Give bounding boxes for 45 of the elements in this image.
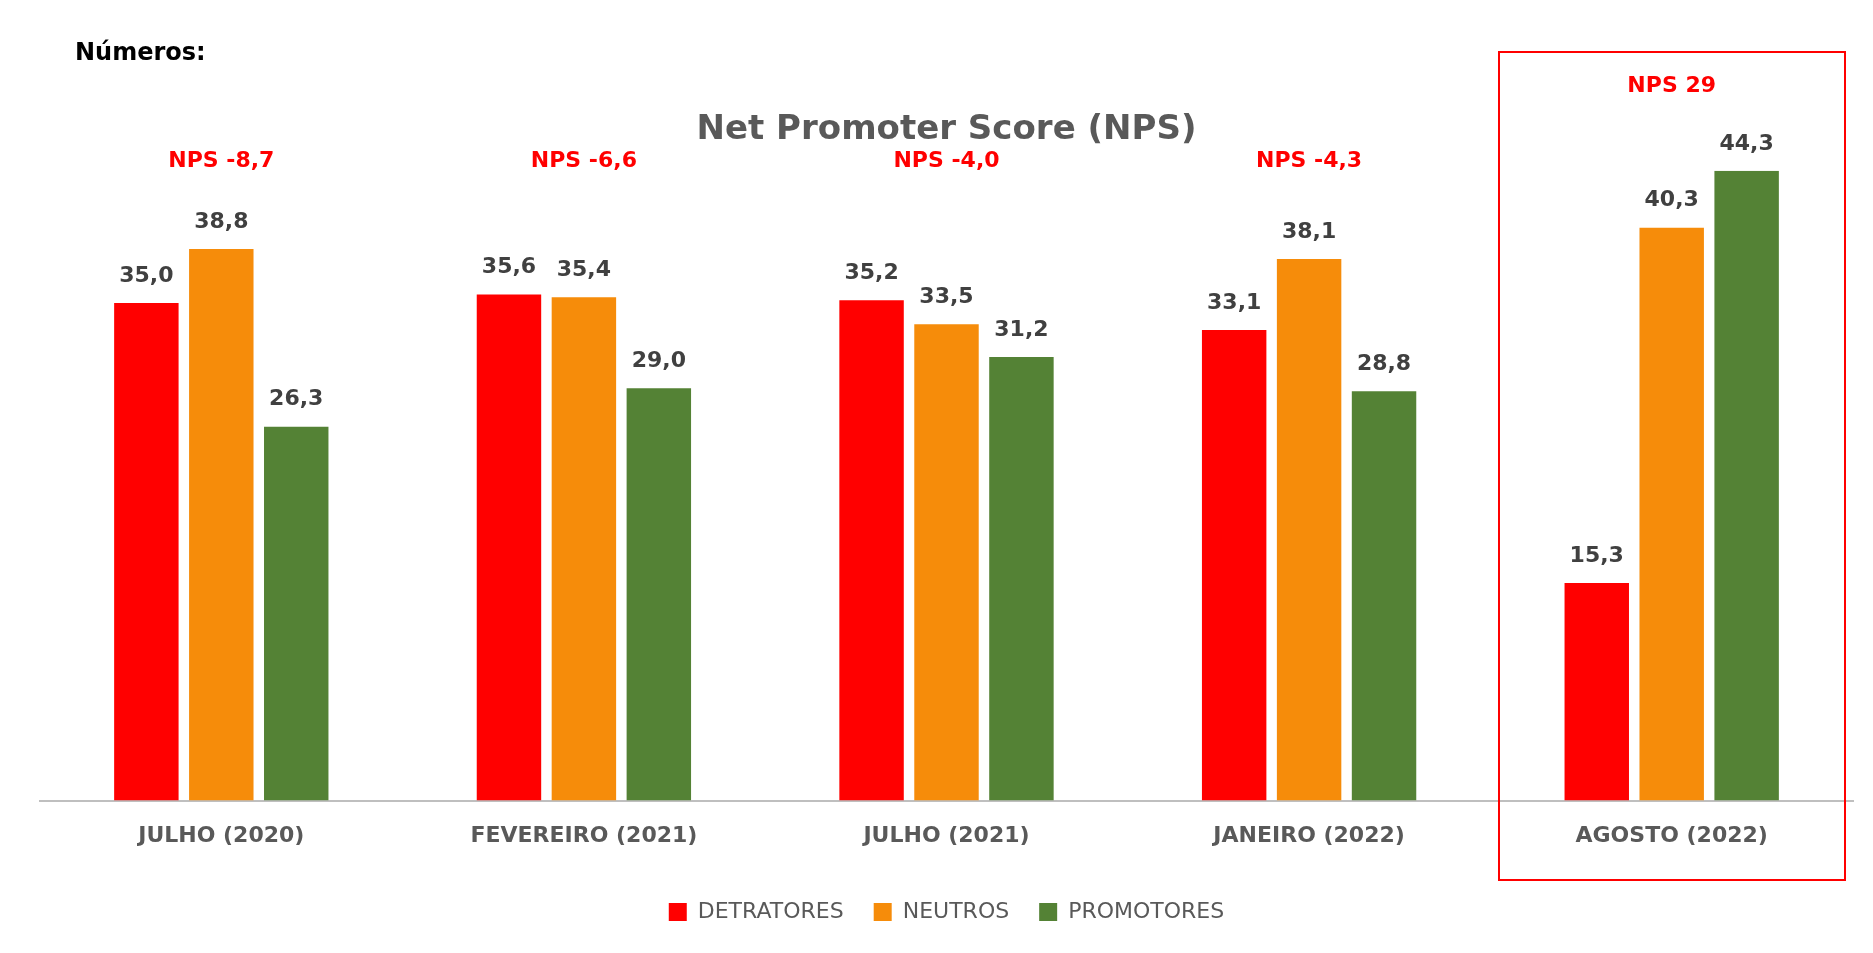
data-label: 40,3 — [1644, 186, 1699, 212]
data-label: 33,1 — [1207, 288, 1262, 314]
bar — [1201, 330, 1267, 801]
bar — [1564, 583, 1629, 801]
x-tick-label: FEVEREIRO (2021) — [470, 821, 698, 847]
bar — [1639, 227, 1704, 801]
legend-label: DETRATORES — [697, 897, 844, 923]
bar — [1714, 170, 1779, 801]
data-label: 38,1 — [1281, 217, 1337, 243]
bar — [989, 357, 1054, 801]
data-label: 31,2 — [994, 315, 1049, 341]
text: NPS 29 — [1627, 71, 1717, 97]
data-label: 35,0 — [119, 261, 174, 287]
text: Números: — [75, 38, 206, 66]
legend-label: PROMOTORES — [1068, 897, 1225, 923]
legend-label: NEUTROS — [902, 897, 1010, 923]
bar — [626, 388, 692, 801]
bar — [914, 324, 979, 801]
data-label: 35,6 — [481, 253, 537, 279]
x-tick-label: JANEIRO (2022) — [1211, 821, 1405, 847]
bar — [264, 426, 329, 801]
data-label: 15,3 — [1569, 541, 1624, 567]
data-label: 26,3 — [269, 385, 324, 411]
x-tick-label: JULHO (2020) — [136, 821, 305, 847]
chart-title: Net Promoter Score (NPS) — [696, 107, 1197, 148]
data-label: 44,3 — [1719, 129, 1774, 155]
data-label: 33,5 — [919, 283, 974, 309]
data-label: 35,4 — [556, 256, 612, 282]
bar — [839, 300, 904, 801]
annotation: NPS -4,0 — [893, 146, 1000, 172]
data-label: 35,2 — [844, 258, 899, 284]
data-label: 28,8 — [1356, 349, 1412, 375]
x-tick-label: AGOSTO (2022) — [1575, 821, 1768, 847]
bar — [1276, 258, 1342, 801]
bar — [551, 297, 617, 801]
data-label: 38,8 — [194, 207, 249, 233]
data-label: 29,0 — [631, 347, 686, 373]
bar — [189, 248, 254, 801]
annotation: NPS -4,3 — [1256, 146, 1363, 172]
bar — [1351, 391, 1417, 801]
x-tick-label: JULHO (2021) — [861, 821, 1030, 847]
annotation: NPS -6,6 — [530, 146, 637, 172]
annotation: NPS -8,7 — [168, 146, 275, 172]
bar — [114, 303, 179, 801]
bar — [476, 294, 542, 801]
